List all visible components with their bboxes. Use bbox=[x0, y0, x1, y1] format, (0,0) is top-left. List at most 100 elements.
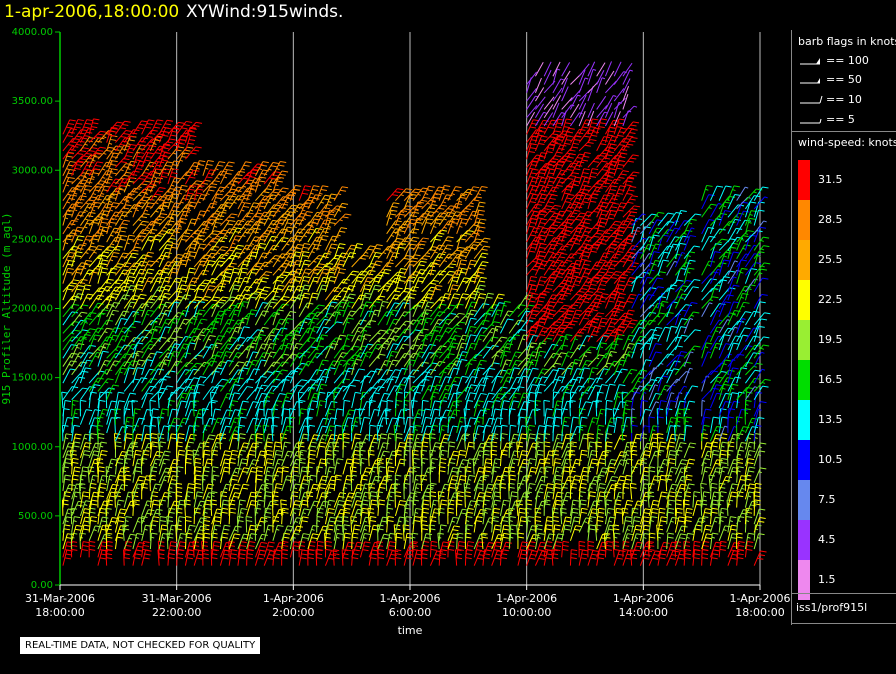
barb-flag bbox=[244, 202, 251, 205]
wind-barb bbox=[71, 251, 83, 268]
barb-flag bbox=[187, 553, 194, 556]
barb-flag bbox=[86, 235, 94, 238]
barb-flag bbox=[277, 545, 284, 548]
barb-half-flag bbox=[108, 200, 113, 203]
barb-flag bbox=[119, 127, 127, 130]
barb-flag bbox=[151, 466, 158, 469]
wind-barb bbox=[106, 458, 118, 475]
barb-flag bbox=[232, 449, 239, 452]
barb-flag bbox=[211, 449, 218, 452]
barb-half-flag bbox=[121, 314, 125, 317]
barb-flag bbox=[147, 301, 154, 304]
barb-flag bbox=[137, 483, 144, 486]
barb-staff bbox=[202, 466, 205, 483]
barb-half-flag bbox=[225, 194, 230, 197]
barb-flag bbox=[161, 528, 168, 531]
barb-flag bbox=[117, 520, 125, 523]
barb-half-flag bbox=[83, 176, 88, 179]
barb-flag bbox=[257, 329, 264, 332]
barb-half-flag bbox=[84, 143, 88, 146]
barb-flag bbox=[204, 179, 211, 182]
barb-flag bbox=[286, 475, 293, 478]
wind-barb bbox=[237, 161, 252, 177]
barb-flag bbox=[188, 130, 195, 133]
barb-flag bbox=[101, 528, 108, 531]
barb-flag bbox=[284, 441, 291, 444]
barb-half-flag bbox=[225, 347, 230, 350]
barb-flag bbox=[91, 503, 98, 506]
barb-flag bbox=[100, 482, 107, 485]
barb-half-flag bbox=[187, 258, 191, 261]
barb-flag bbox=[106, 540, 113, 543]
barb-staff bbox=[61, 392, 64, 409]
barb-staff bbox=[132, 408, 136, 425]
barb-flag bbox=[105, 528, 112, 531]
barb-staff bbox=[71, 293, 79, 309]
barb-half-flag bbox=[249, 209, 254, 212]
barb-flag bbox=[162, 271, 169, 274]
barb-flag bbox=[90, 516, 98, 519]
barb-flag bbox=[193, 149, 200, 152]
barb-flag bbox=[89, 544, 96, 547]
barb-half-flag bbox=[65, 184, 69, 187]
barb-flag bbox=[223, 462, 230, 465]
barb-half-flag bbox=[95, 306, 99, 309]
wind-barb bbox=[71, 516, 81, 533]
wind-barb bbox=[62, 145, 79, 160]
barb-flag bbox=[256, 466, 263, 469]
barb-flag bbox=[106, 536, 113, 539]
wind-barb bbox=[88, 516, 98, 533]
barb-staff bbox=[97, 400, 100, 417]
barb-flag bbox=[180, 263, 187, 266]
barb-staff bbox=[184, 342, 191, 359]
barb-staff bbox=[106, 492, 112, 508]
barb-half-flag bbox=[128, 329, 132, 332]
barb-half-flag bbox=[294, 346, 299, 349]
barb-flag bbox=[159, 499, 166, 502]
barb-half-flag bbox=[77, 355, 81, 358]
wind-barb bbox=[237, 467, 250, 483]
barb-flag bbox=[184, 352, 192, 355]
barb-flag bbox=[158, 437, 165, 440]
barb-flag bbox=[297, 384, 304, 387]
barb-flag bbox=[274, 295, 281, 298]
barb-half-flag bbox=[82, 192, 87, 195]
barb-staff bbox=[97, 327, 108, 342]
barb-flag bbox=[241, 271, 248, 274]
barb-flag bbox=[154, 193, 162, 196]
barb-flag bbox=[70, 507, 78, 510]
barb-staff bbox=[246, 309, 252, 326]
barb-flag bbox=[77, 247, 84, 250]
barb-staff bbox=[79, 508, 85, 525]
barb-half-flag bbox=[127, 143, 131, 145]
barb-flag bbox=[219, 249, 226, 252]
wind-barb bbox=[79, 450, 91, 467]
barb-staff bbox=[228, 326, 237, 342]
wind-barb bbox=[272, 474, 279, 491]
barb-flag bbox=[143, 213, 150, 216]
barb-flag bbox=[150, 183, 157, 186]
barb-flag bbox=[77, 226, 84, 229]
wind-barb bbox=[167, 507, 176, 525]
barb-flag bbox=[236, 174, 243, 177]
barb-flag bbox=[121, 317, 128, 320]
barb-flag bbox=[101, 255, 108, 258]
barb-staff bbox=[211, 237, 222, 251]
barb-half-flag bbox=[102, 176, 106, 179]
barb-flag bbox=[283, 271, 290, 274]
barb-flag bbox=[189, 342, 196, 345]
barb-staff bbox=[219, 433, 221, 450]
barb-flag bbox=[237, 244, 244, 247]
barb-flag bbox=[166, 161, 174, 164]
barb-flag bbox=[82, 304, 89, 307]
barb-flag bbox=[188, 483, 195, 486]
barb-flag bbox=[282, 470, 289, 473]
barb-half-flag bbox=[92, 159, 96, 162]
barb-staff bbox=[97, 286, 107, 301]
barb-flag bbox=[257, 557, 264, 560]
barb-flag bbox=[67, 122, 75, 125]
barb-flag bbox=[215, 197, 222, 200]
wind-barb bbox=[150, 336, 167, 351]
barb-half-flag bbox=[294, 520, 299, 523]
barb-flag bbox=[126, 424, 133, 427]
